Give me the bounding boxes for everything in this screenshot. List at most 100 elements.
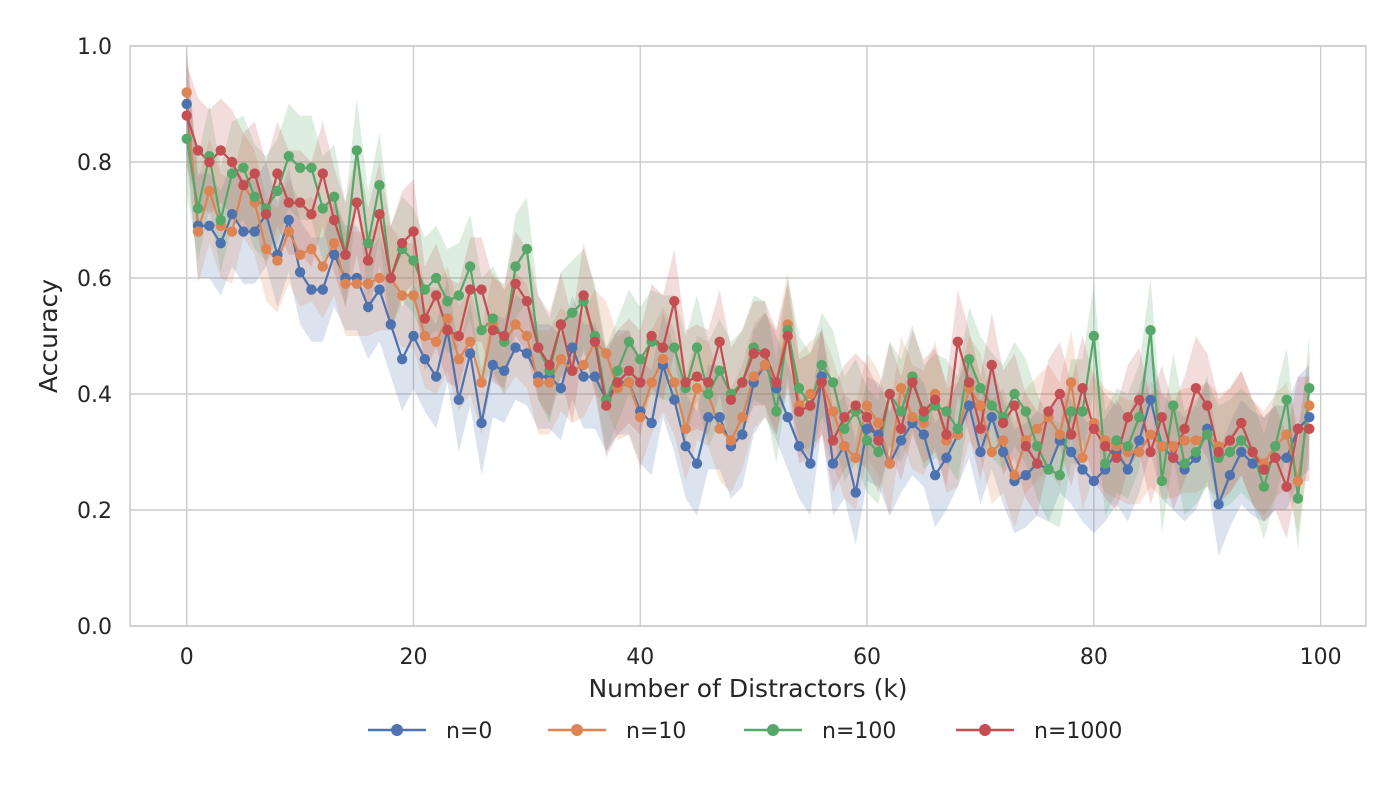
data-point-series-1 — [680, 423, 691, 434]
data-point-series-3 — [204, 156, 215, 168]
data-point-series-3 — [294, 197, 306, 208]
data-point-series-2 — [317, 203, 328, 214]
data-point-series-1 — [362, 278, 374, 289]
data-point-series-2 — [1031, 441, 1043, 452]
data-point-series-0 — [669, 394, 680, 405]
data-point-series-1 — [1009, 470, 1020, 481]
data-point-series-3 — [1292, 423, 1304, 434]
data-point-series-1 — [759, 359, 771, 371]
data-point-series-1 — [533, 377, 544, 388]
data-point-series-3 — [680, 377, 691, 388]
data-point-series-2 — [226, 168, 238, 179]
x-tick-labels: 0 20 40 60 80 100 — [180, 645, 1342, 670]
data-point-series-0 — [317, 284, 328, 295]
data-point-series-3 — [714, 336, 725, 347]
data-point-series-0 — [1304, 412, 1315, 423]
data-point-series-3 — [850, 400, 861, 411]
data-point-series-3 — [1270, 452, 1281, 463]
data-point-series-1 — [476, 377, 487, 388]
data-point-series-2 — [294, 162, 306, 173]
data-point-series-0 — [249, 226, 260, 237]
data-point-series-0 — [1213, 499, 1224, 510]
data-point-series-3 — [1134, 394, 1145, 405]
data-point-series-0 — [204, 220, 215, 231]
data-point-series-3 — [1122, 412, 1134, 423]
data-point-series-2 — [1281, 394, 1292, 405]
data-point-series-1 — [1156, 441, 1168, 452]
data-point-series-2 — [1088, 330, 1100, 342]
data-point-series-1 — [1065, 377, 1077, 388]
series-line-3 — [185, 115, 1310, 488]
data-point-series-2 — [941, 406, 952, 417]
data-point-series-1 — [396, 290, 408, 301]
data-point-series-3 — [1065, 429, 1077, 440]
x-tick-label: 80 — [1080, 645, 1108, 670]
data-point-series-2 — [181, 133, 192, 144]
data-point-series-1 — [430, 336, 442, 347]
data-point-series-2 — [952, 423, 963, 434]
data-point-series-1 — [1145, 429, 1156, 440]
data-point-series-1 — [374, 272, 385, 284]
data-point-series-3 — [238, 180, 249, 191]
data-point-series-3 — [1009, 400, 1020, 411]
data-point-series-3 — [453, 330, 465, 342]
data-point-series-1 — [294, 249, 306, 260]
data-point-series-1 — [260, 243, 272, 255]
data-point-series-0 — [294, 267, 306, 278]
legend-label-2: n=100 — [822, 719, 896, 744]
legend-label-1: n=10 — [626, 719, 686, 744]
data-point-series-3 — [510, 278, 521, 289]
data-point-series-1 — [635, 412, 646, 423]
data-point-series-2 — [1020, 406, 1032, 417]
data-point-series-3 — [986, 359, 997, 371]
data-point-series-3 — [430, 290, 442, 301]
data-point-series-2 — [249, 191, 260, 202]
data-point-series-0 — [1122, 464, 1134, 475]
legend: n=0 n=10 n=100 n=1000 — [368, 719, 1122, 744]
data-point-series-2 — [1043, 464, 1054, 475]
data-point-series-2 — [963, 354, 975, 365]
data-point-series-1 — [975, 400, 986, 411]
data-point-series-0 — [895, 435, 907, 446]
data-point-series-2 — [1065, 406, 1077, 417]
data-point-series-1 — [805, 388, 816, 400]
data-point-series-3 — [623, 365, 635, 376]
data-point-series-3 — [362, 255, 374, 266]
data-point-series-3 — [226, 156, 238, 168]
data-point-series-2 — [419, 284, 431, 295]
data-point-series-3 — [578, 290, 589, 301]
data-point-series-0 — [703, 412, 714, 423]
data-point-series-0 — [1134, 435, 1145, 446]
data-point-series-0 — [306, 284, 317, 295]
data-point-series-2 — [192, 203, 204, 214]
data-point-series-3 — [1190, 383, 1202, 394]
data-point-series-2 — [1224, 446, 1236, 458]
data-point-series-3 — [941, 429, 952, 440]
data-point-series-1 — [351, 278, 362, 289]
data-point-series-0 — [385, 319, 397, 330]
data-point-series-3 — [748, 348, 759, 359]
plot-frame — [129, 45, 1367, 627]
data-point-series-2 — [861, 435, 873, 446]
data-point-series-3 — [419, 313, 431, 324]
plot-background — [130, 46, 1366, 626]
data-point-series-1 — [839, 441, 850, 452]
data-point-series-2 — [306, 162, 317, 173]
data-point-series-0 — [714, 412, 725, 423]
data-point-series-2 — [430, 272, 442, 284]
data-point-series-2 — [510, 261, 521, 272]
data-point-series-0 — [567, 342, 578, 353]
data-point-series-1 — [328, 238, 340, 249]
data-point-series-2 — [1202, 429, 1213, 440]
data-point-series-3 — [521, 296, 533, 307]
data-point-series-1 — [657, 354, 669, 365]
series-markers — [181, 87, 1315, 510]
data-point-series-0 — [793, 441, 805, 452]
data-point-series-0 — [1145, 394, 1156, 405]
data-point-series-0 — [827, 458, 839, 469]
data-point-series-3 — [669, 296, 680, 307]
legend-label-3: n=1000 — [1034, 719, 1122, 744]
data-point-series-3 — [396, 238, 408, 249]
x-tick-label: 60 — [853, 645, 881, 670]
data-point-series-0 — [476, 417, 487, 429]
